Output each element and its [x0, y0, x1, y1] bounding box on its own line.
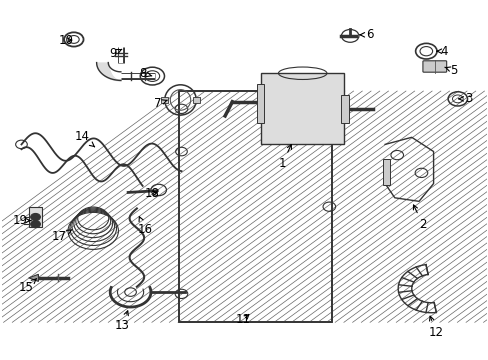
Bar [160, 97, 168, 103]
Text: 1: 1 [278, 144, 291, 171]
Text: 6: 6 [359, 28, 372, 41]
Bar [29, 207, 42, 227]
Text: 3: 3 [458, 93, 471, 105]
Text: 14: 14 [75, 130, 95, 147]
Text: 19: 19 [13, 214, 31, 227]
Text: 9: 9 [109, 47, 122, 60]
Circle shape [31, 221, 41, 228]
Text: 2: 2 [412, 205, 426, 231]
Bar [179, 91, 331, 322]
Text: 11: 11 [236, 313, 250, 326]
Text: 13: 13 [115, 311, 129, 332]
Text: 16: 16 [137, 217, 152, 236]
Bar [256, 84, 264, 123]
Text: 10: 10 [59, 33, 73, 47]
Text: 15: 15 [19, 279, 37, 294]
Text: 17: 17 [52, 230, 72, 243]
Polygon shape [29, 274, 39, 282]
Text: 5: 5 [444, 64, 457, 77]
Text: 7: 7 [154, 97, 167, 110]
Bar [192, 97, 200, 103]
Text: 12: 12 [427, 316, 443, 339]
Bar [261, 73, 343, 144]
Bar [179, 91, 331, 322]
FancyBboxPatch shape [422, 61, 446, 72]
Bar [341, 95, 348, 123]
Text: 8: 8 [139, 67, 152, 80]
Circle shape [31, 213, 41, 221]
Text: 4: 4 [436, 45, 447, 58]
Bar [382, 159, 389, 185]
Text: 18: 18 [144, 187, 160, 200]
